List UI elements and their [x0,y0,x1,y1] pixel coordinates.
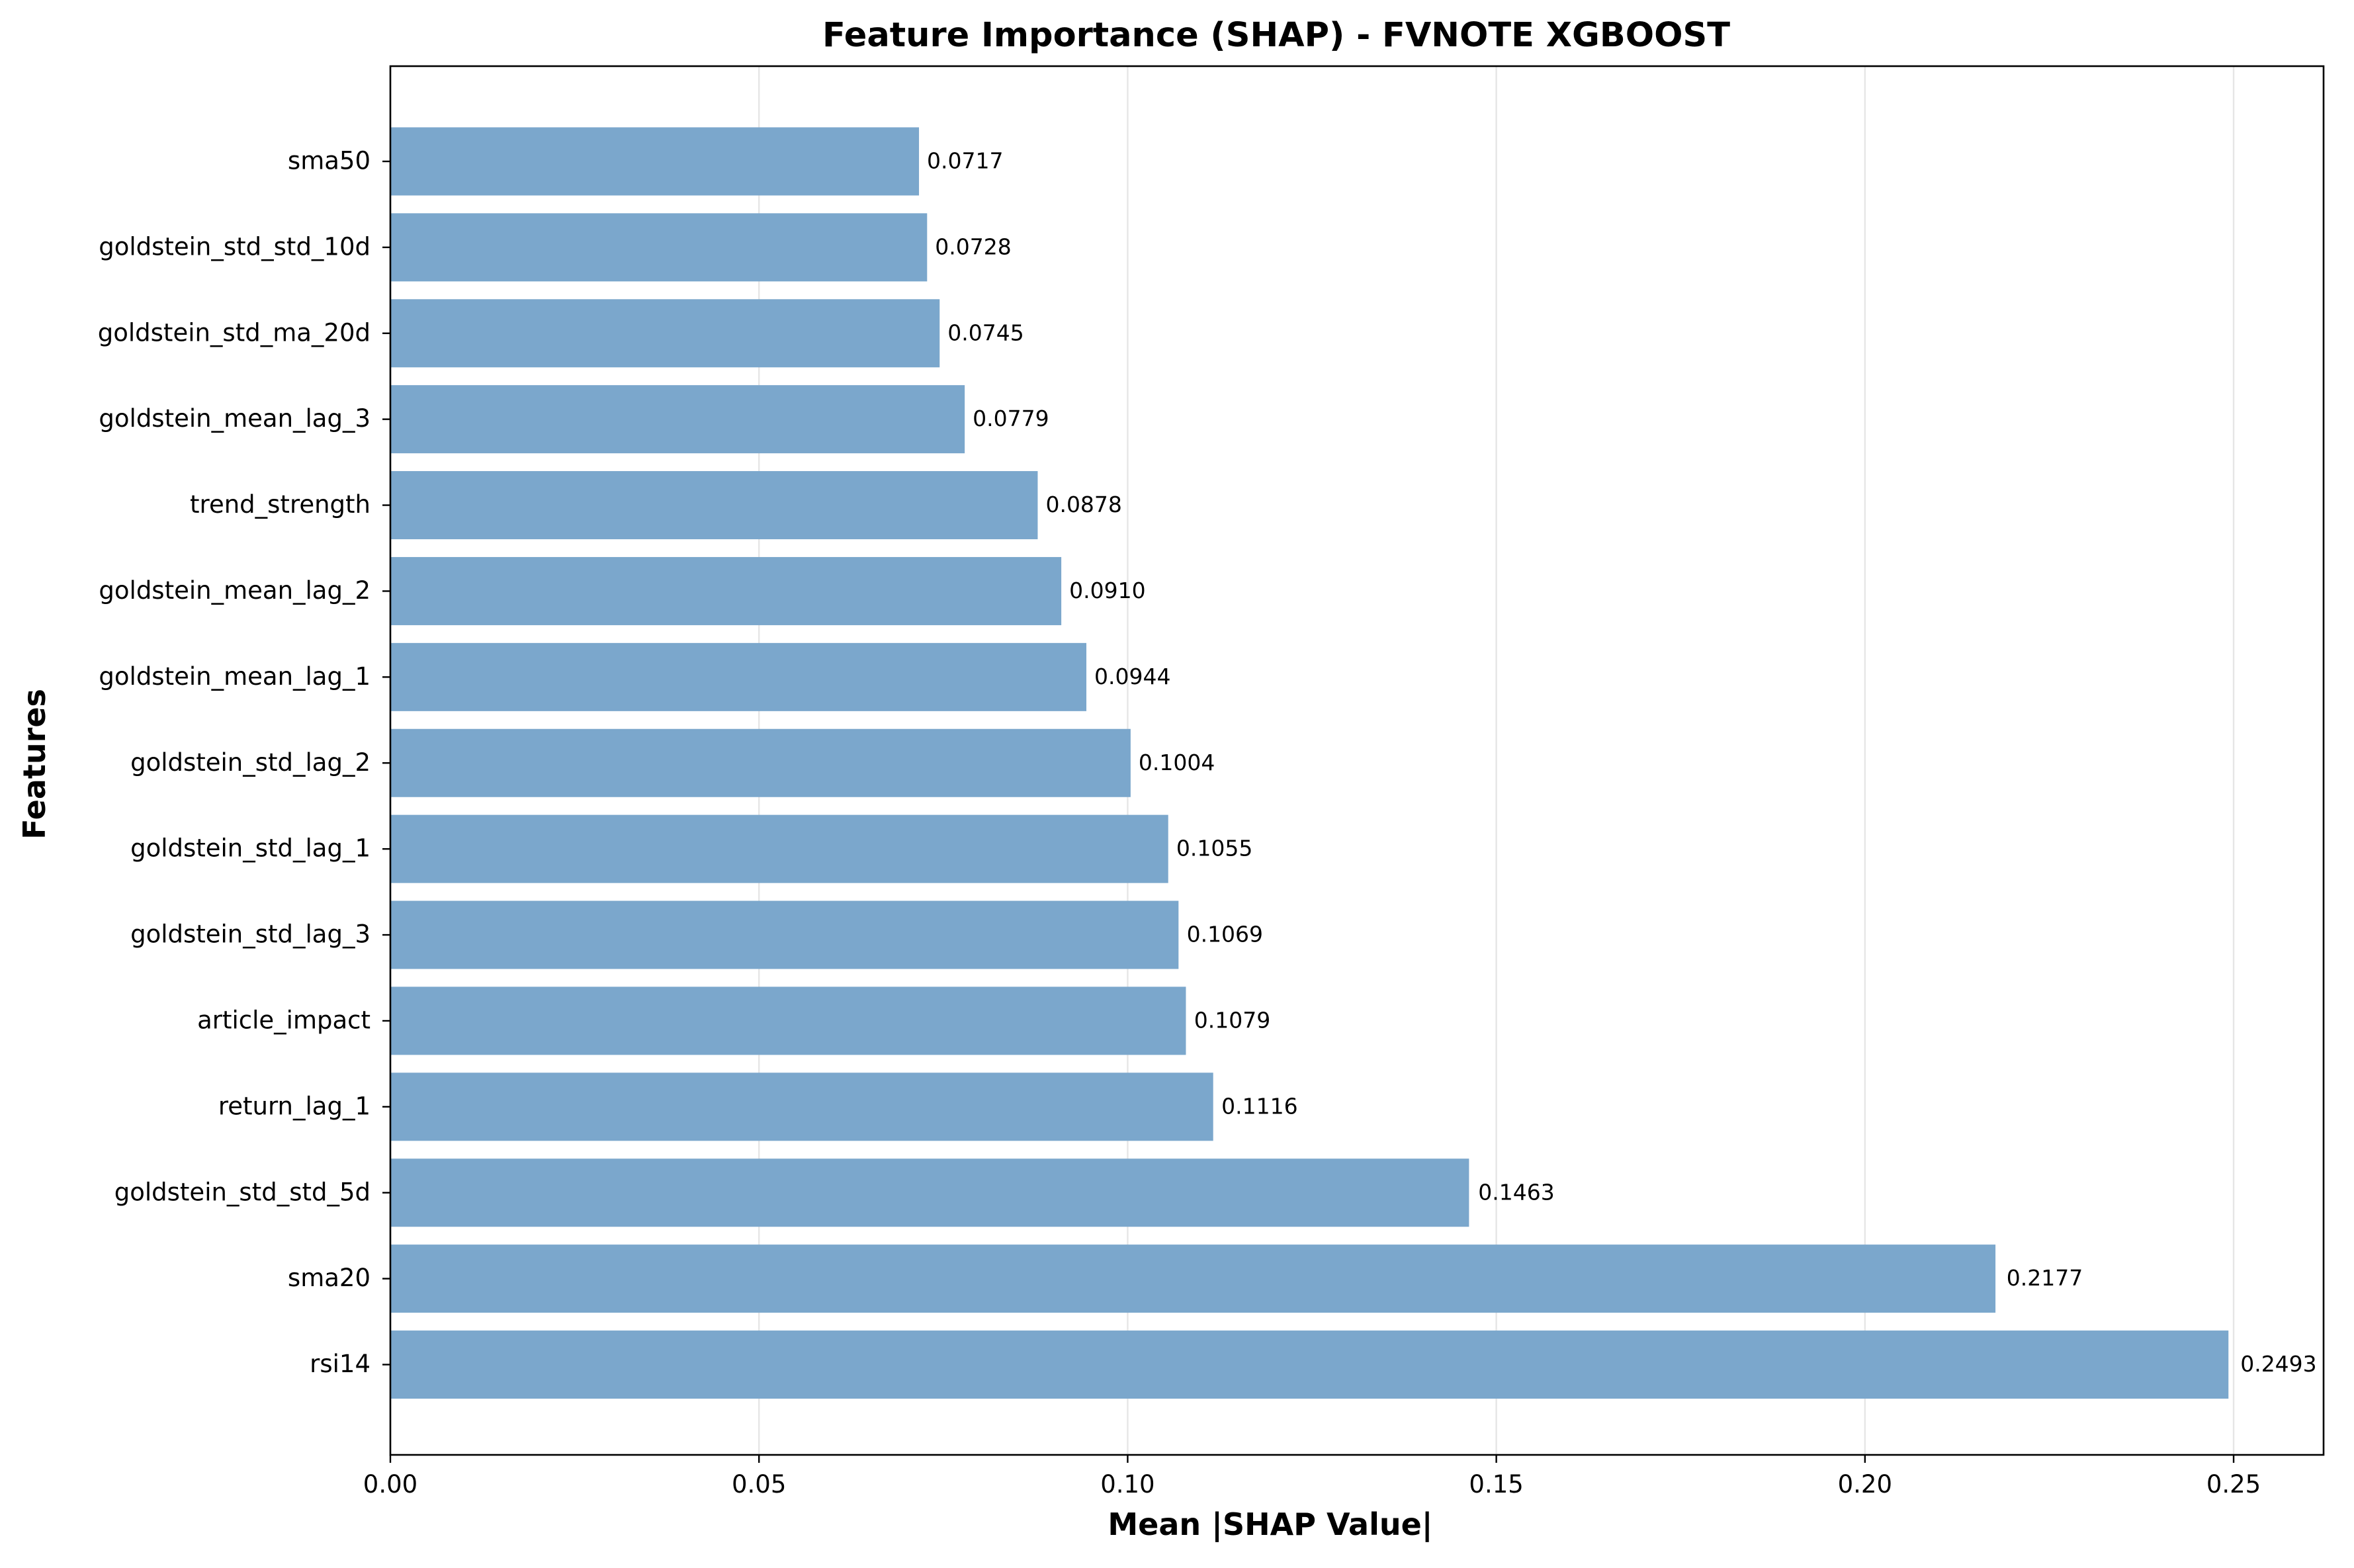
value-labels: 0.0717 0.0728 0.0745 0.0779 0.0878 0.0910 0.09… [927,148,2317,1377]
y-tick-label: return_lag_1 [218,1092,371,1120]
bar-goldstein-mean-lag-1 [390,642,1087,711]
x-tick-label: 0.20 [1838,1470,1892,1499]
bar-sma50 [390,127,920,196]
bar-value-label: 0.1116 [1221,1093,1297,1119]
bar-goldstein-std-std-10d [390,213,928,282]
bar-rsi14 [390,1330,2229,1399]
bar-goldstein-std-ma-20d [390,299,940,368]
bar-value-label: 0.1079 [1194,1007,1270,1033]
bar-value-label: 0.2493 [2240,1351,2316,1377]
chart-title: Feature Importance (SHAP) - FVNOTE XGBOO… [822,16,1730,55]
y-tick-label: goldstein_std_lag_1 [130,834,371,863]
bar-trend-strength [390,471,1038,540]
bar-value-label: 0.0910 [1069,578,1145,603]
y-tick-label: sma50 [288,146,371,175]
x-tick-label: 0.05 [732,1470,786,1499]
y-axis-ticks: sma50 goldstein_std_std_10d goldstein_std_… [98,146,390,1378]
y-tick-label: goldstein_mean_lag_1 [99,662,371,691]
y-tick-label: goldstein_mean_lag_2 [99,576,371,605]
bar-goldstein-std-lag-3 [390,900,1179,969]
bars [390,127,2229,1399]
x-axis-ticks: 0.00 0.05 0.10 0.15 0.20 0.25 [363,1455,2261,1499]
bar-goldstein-mean-lag-2 [390,556,1062,625]
bar-value-label: 0.0745 [947,320,1024,345]
bar-value-label: 0.1463 [1478,1179,1554,1205]
bar-goldstein-std-lag-2 [390,728,1131,797]
bar-value-label: 0.0779 [973,406,1049,431]
y-tick-label: goldstein_std_ma_20d [98,318,371,347]
x-tick-label: 0.25 [2206,1470,2261,1499]
y-tick-label: goldstein_std_lag_2 [130,748,371,777]
bar-value-label: 0.0728 [935,234,1011,259]
bar-value-label: 0.0944 [1094,664,1170,689]
y-tick-label: goldstein_std_std_10d [99,232,371,261]
bar-sma20 [390,1244,1996,1313]
bar-value-label: 0.1004 [1139,750,1215,775]
bar-value-label: 0.1069 [1187,922,1263,947]
bar-goldstein-std-lag-1 [390,814,1168,883]
bar-value-label: 0.2177 [2007,1265,2083,1291]
bar-value-label: 0.0878 [1045,492,1121,517]
bar-return-lag-1 [390,1072,1213,1141]
bar-goldstein-std-std-5d [390,1158,1469,1227]
x-tick-label: 0.15 [1469,1470,1523,1499]
y-axis-label: Features [17,689,52,840]
x-axis-label: Mean |SHAP Value| [1108,1506,1432,1543]
x-tick-label: 0.10 [1100,1470,1155,1499]
y-tick-label: article_impact [197,1006,371,1034]
bar-goldstein-mean-lag-3 [390,385,965,454]
y-tick-label: rsi14 [310,1350,371,1378]
y-tick-label: goldstein_mean_lag_3 [99,404,371,433]
x-tick-label: 0.00 [363,1470,417,1499]
y-tick-label: trend_strength [190,490,371,519]
bar-value-label: 0.1055 [1176,836,1252,861]
plot-area-frame [389,65,2325,1456]
y-tick-label: goldstein_std_std_5d [114,1178,371,1206]
y-tick-label: goldstein_std_lag_3 [130,920,371,949]
bar-article-impact [390,986,1186,1055]
bar-value-label: 0.0717 [927,148,1003,173]
y-tick-label: sma20 [288,1264,371,1292]
